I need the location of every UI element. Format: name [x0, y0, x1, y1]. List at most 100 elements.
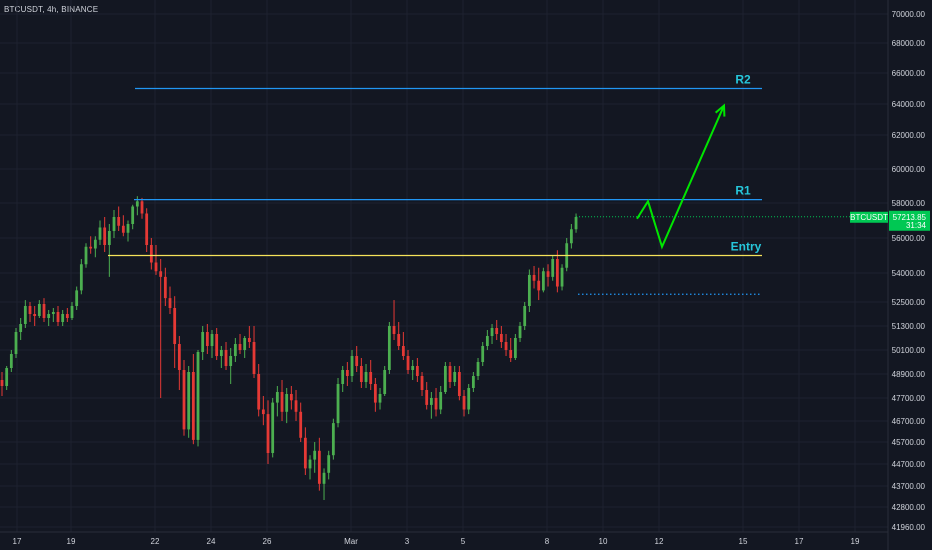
candle-body	[275, 392, 279, 403]
current-price-text: 57213.85	[893, 213, 927, 222]
level-label-entry: Entry	[731, 240, 762, 254]
time-tick-label: 19	[851, 537, 860, 546]
candle-body	[0, 380, 4, 386]
candle-body	[392, 326, 396, 334]
candle-body	[98, 227, 102, 240]
candle-body	[173, 308, 177, 344]
candle-body	[481, 346, 485, 362]
candle-body	[145, 213, 149, 245]
candle-body	[499, 334, 503, 342]
candle-body	[224, 350, 228, 366]
candle-body	[159, 271, 163, 277]
candle-body	[476, 362, 480, 376]
candle-body	[149, 245, 153, 263]
candle-body	[331, 423, 335, 456]
candle-body	[378, 394, 382, 403]
time-tick-label: 19	[67, 537, 76, 546]
candle-body	[9, 354, 13, 368]
candle-body	[513, 338, 517, 358]
candle-body	[89, 246, 93, 249]
symbol-badge-text: BTCUSDT	[850, 213, 888, 222]
candle-body	[303, 437, 307, 469]
candle-body	[387, 326, 391, 370]
candle-body	[341, 370, 345, 384]
candle-body	[238, 344, 242, 350]
price-tick-label: 56000.00	[892, 234, 926, 243]
candle-body	[70, 306, 74, 318]
candle-body	[308, 459, 312, 469]
candle-body	[205, 332, 209, 346]
candle-body	[434, 398, 438, 410]
price-tick-label: 64000.00	[892, 100, 926, 109]
candle-body	[439, 392, 443, 410]
candle-body	[37, 304, 41, 316]
candle-body	[574, 217, 578, 230]
price-tick-label: 54000.00	[892, 269, 926, 278]
candle-body	[415, 366, 419, 376]
candle-body	[336, 384, 340, 424]
candle-body	[327, 455, 331, 473]
time-tick-label: 5	[461, 537, 466, 546]
candle-body	[448, 366, 452, 382]
candle-body	[247, 338, 251, 342]
time-tick-label: Mar	[344, 537, 358, 546]
candle-body	[317, 450, 321, 484]
candle-body	[84, 246, 88, 265]
candle-body	[79, 264, 83, 291]
candle-body	[215, 334, 219, 356]
candle-body	[345, 370, 349, 376]
price-tick-label: 52500.00	[892, 298, 926, 307]
candle-body	[373, 384, 377, 403]
level-label-r1: R1	[735, 184, 751, 198]
candle-body	[289, 394, 293, 401]
countdown-text: 31:34	[906, 221, 927, 230]
candle-body	[243, 338, 247, 350]
price-tick-label: 51300.00	[892, 322, 926, 331]
candle-body	[121, 225, 125, 233]
candle-body	[560, 267, 564, 287]
projection-arrow[interactable]	[636, 105, 725, 250]
candle-body	[177, 344, 181, 370]
candle-body	[397, 334, 401, 346]
candle-body	[51, 312, 55, 314]
candle-body	[56, 312, 60, 322]
candle-body	[266, 414, 270, 453]
candle-body	[462, 396, 466, 410]
candle-body	[163, 276, 167, 299]
candle-body	[443, 366, 447, 392]
time-tick-label: 17	[795, 537, 804, 546]
price-tick-label: 62000.00	[892, 131, 926, 140]
candle-body	[131, 206, 135, 224]
candle-body	[429, 398, 433, 405]
candle-body	[294, 400, 298, 412]
candle-body	[252, 342, 256, 374]
time-tick-label: 26	[263, 537, 272, 546]
time-tick-label: 10	[599, 537, 608, 546]
candle-body	[383, 370, 387, 394]
candle-body	[369, 372, 373, 384]
price-tick-label: 43700.00	[892, 482, 926, 491]
candle-body	[75, 290, 79, 306]
candle-body	[541, 271, 545, 291]
time-tick-label: 3	[405, 537, 410, 546]
candle-body	[23, 306, 27, 324]
candle-body	[229, 356, 233, 366]
price-tick-label: 42800.00	[892, 503, 926, 512]
candle-body	[471, 376, 475, 388]
candle-body	[107, 231, 111, 245]
candle-body	[420, 376, 424, 390]
candle-body	[551, 259, 555, 277]
candle-body	[19, 324, 23, 332]
candle-body	[28, 306, 32, 314]
candle-body	[355, 356, 359, 366]
candle-body	[569, 229, 573, 244]
candle-body	[280, 392, 284, 412]
price-tick-label: 70000.00	[892, 10, 926, 19]
candle-body	[47, 314, 51, 318]
candle-body	[187, 372, 191, 430]
price-tick-label: 60000.00	[892, 165, 926, 174]
candle-body	[233, 344, 237, 356]
candle-body	[411, 366, 415, 370]
candle-body	[495, 328, 499, 334]
